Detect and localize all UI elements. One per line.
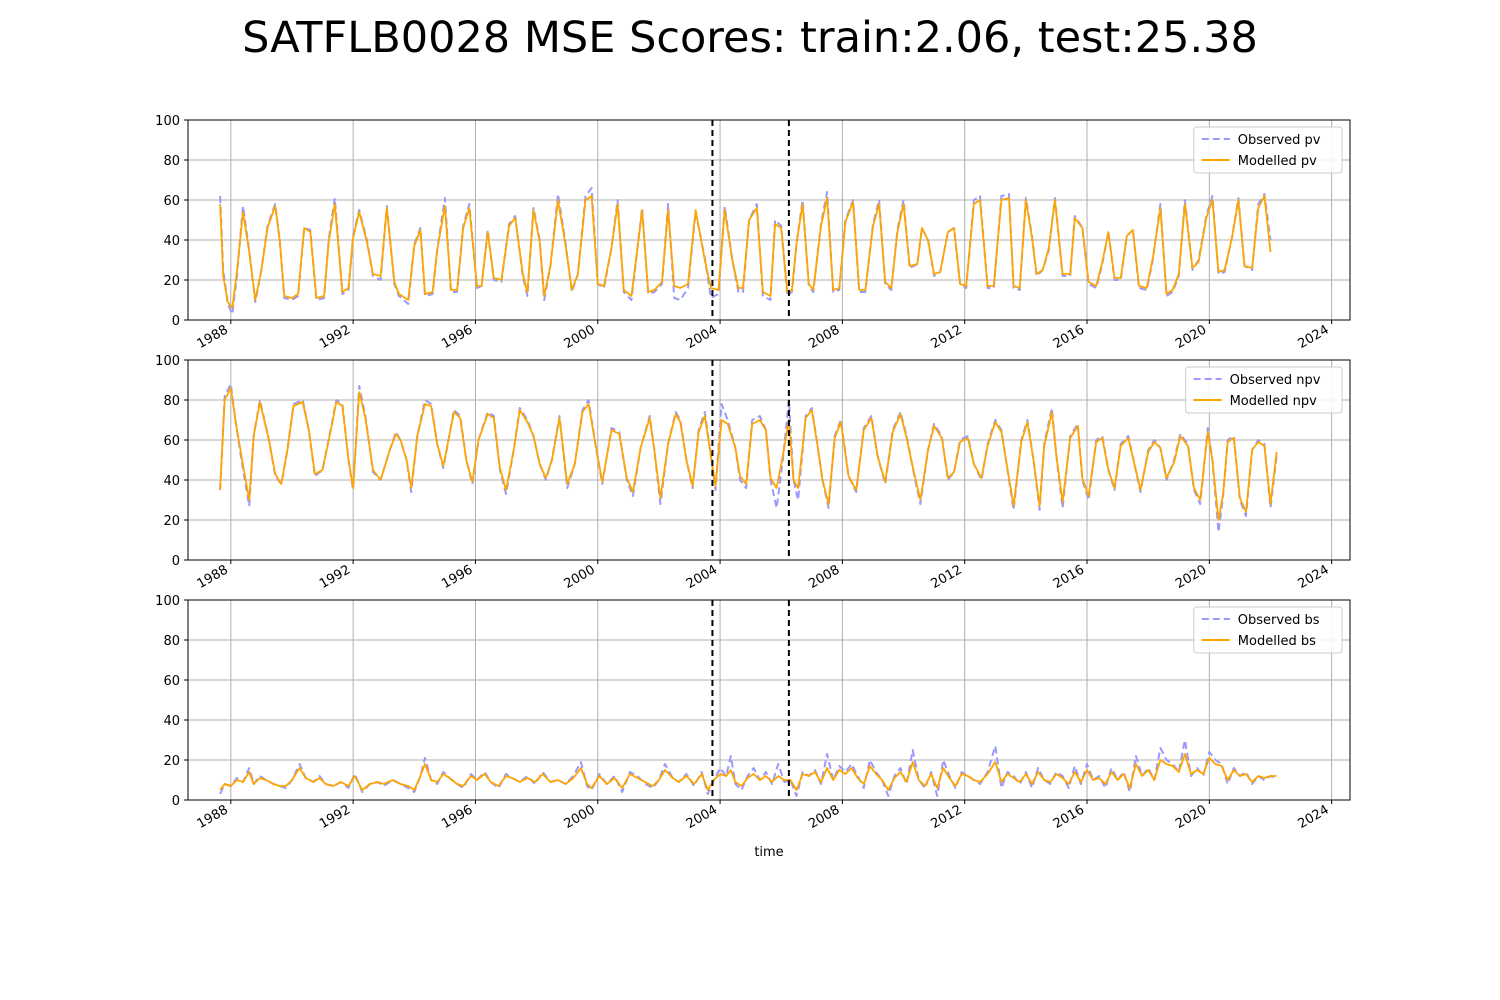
modelled-series-line	[220, 754, 1277, 790]
observed-series-line	[220, 188, 1270, 314]
y-tick-label: 0	[172, 554, 180, 569]
x-axis-label: time	[754, 845, 783, 860]
y-tick-label: 20	[163, 514, 180, 529]
legend-label: Modelled npv	[1230, 394, 1318, 409]
x-tick-label: 2024	[1295, 322, 1331, 352]
y-tick-label: 80	[163, 154, 180, 169]
x-tick-label: 1988	[195, 322, 231, 352]
y-tick-label: 100	[155, 114, 180, 129]
y-tick-label: 60	[163, 194, 180, 209]
y-tick-label: 40	[163, 234, 180, 249]
y-tick-label: 20	[163, 754, 180, 769]
legend-label: Observed npv	[1230, 373, 1321, 388]
y-tick-label: 40	[163, 714, 180, 729]
x-tick-label: 1996	[439, 322, 475, 352]
x-tick-label: 2008	[806, 562, 842, 592]
x-tick-label: 2000	[562, 322, 598, 352]
y-tick-label: 80	[163, 634, 180, 649]
x-tick-label: 2004	[684, 802, 720, 832]
x-tick-label: 2000	[562, 562, 598, 592]
y-tick-label: 100	[155, 354, 180, 369]
legend: Observed npv Modelled npv	[1186, 367, 1342, 413]
subplot-2: 0 20 40 60 80 100 1988 1992 1996 2000 2004 2008 2012…	[155, 354, 1350, 592]
x-tick-label: 1992	[317, 562, 353, 592]
x-tick-label: 1992	[317, 322, 353, 352]
observed-series-line	[220, 740, 1277, 796]
x-tick-label: 2016	[1051, 322, 1087, 352]
legend-label: Observed bs	[1238, 613, 1320, 628]
y-tick-label: 0	[172, 794, 180, 809]
x-tick-label: 1988	[195, 562, 231, 592]
subplot-3: 0 20 40 60 80 100 1988 1992 1996 2000 2004 2008 2012…	[155, 594, 1350, 860]
x-tick-label: 1992	[317, 802, 353, 832]
x-tick-label: 2000	[562, 802, 598, 832]
x-tick-label: 2024	[1295, 562, 1331, 592]
x-tick-label: 2020	[1173, 322, 1209, 352]
y-tick-label: 20	[163, 274, 180, 289]
x-tick-label: 2012	[929, 322, 965, 352]
x-tick-label: 2004	[684, 562, 720, 592]
legend-label: Observed pv	[1238, 133, 1321, 148]
legend-label: Modelled bs	[1238, 634, 1316, 649]
y-tick-label: 0	[172, 314, 180, 329]
x-tick-label: 2020	[1173, 802, 1209, 832]
x-tick-label: 2020	[1173, 562, 1209, 592]
x-tick-label: 2024	[1295, 802, 1331, 832]
legend: Observed pv Modelled pv	[1194, 127, 1342, 173]
x-tick-label: 2004	[684, 322, 720, 352]
x-tick-label: 2008	[806, 802, 842, 832]
x-tick-label: 2012	[929, 802, 965, 832]
modelled-series-line	[220, 196, 1270, 308]
y-tick-label: 100	[155, 594, 180, 609]
x-tick-label: 2012	[929, 562, 965, 592]
legend-label: Modelled pv	[1238, 154, 1317, 169]
y-tick-label: 80	[163, 394, 180, 409]
x-tick-label: 2016	[1051, 802, 1087, 832]
y-tick-label: 60	[163, 434, 180, 449]
x-tick-label: 1996	[439, 562, 475, 592]
x-tick-label: 1996	[439, 802, 475, 832]
modelled-series-line	[220, 388, 1277, 520]
x-tick-label: 2008	[806, 322, 842, 352]
legend: Observed bs Modelled bs	[1194, 607, 1342, 653]
y-tick-label: 60	[163, 674, 180, 689]
x-tick-label: 1988	[195, 802, 231, 832]
y-tick-label: 40	[163, 474, 180, 489]
x-tick-label: 2016	[1051, 562, 1087, 592]
subplot-1: 0 20 40 60 80 100 1988 1992 1996 2000 2004 2008 2012…	[155, 114, 1350, 352]
